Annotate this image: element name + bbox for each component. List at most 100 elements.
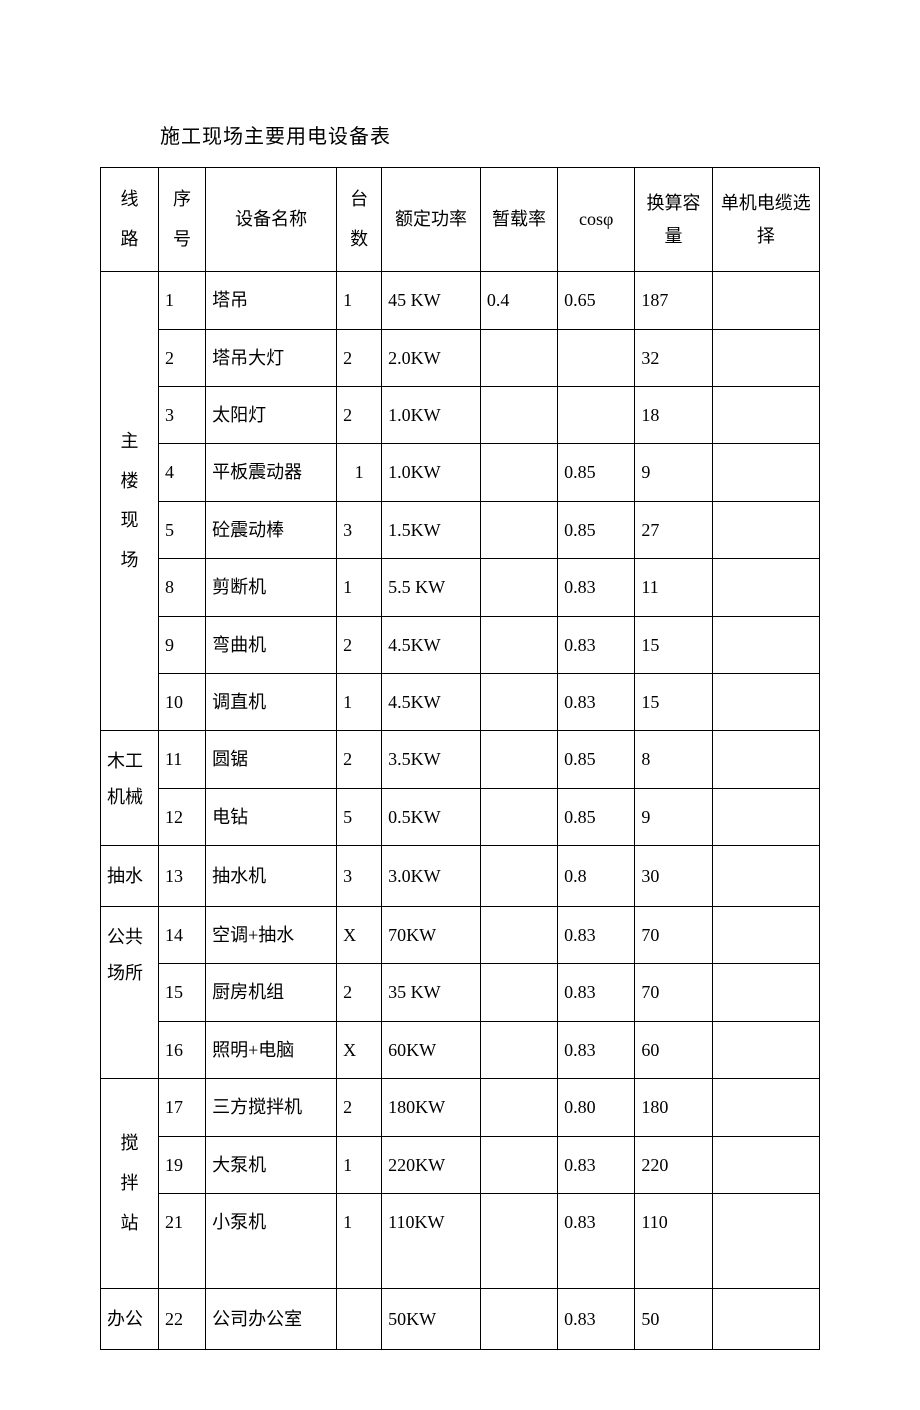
cell-cable	[712, 1079, 819, 1136]
cell-load	[480, 616, 557, 673]
cell-seq: 8	[158, 559, 205, 616]
cell-name: 平板震动器	[206, 444, 337, 501]
header-cap: 换算容量	[635, 168, 712, 272]
table-row: 19大泵机1220KW0.83220	[101, 1136, 820, 1193]
table-row: 8剪断机15.5 KW0.8311	[101, 559, 820, 616]
cell-qty: 1	[337, 559, 382, 616]
cell-cap: 9	[635, 444, 712, 501]
cell-name: 空调+抽水	[206, 907, 337, 964]
table-row: 办公22公司办公室50KW0.8350	[101, 1289, 820, 1350]
cell-qty: 1	[337, 1136, 382, 1193]
cell-load	[480, 907, 557, 964]
cell-cos: 0.83	[558, 559, 635, 616]
cell-power: 0.5KW	[382, 788, 481, 845]
cell-seq: 13	[158, 846, 205, 907]
table-row: 5砼震动棒31.5KW0.8527	[101, 501, 820, 558]
cell-cap: 15	[635, 616, 712, 673]
cell-cap: 27	[635, 501, 712, 558]
table-row: 9弯曲机24.5KW0.8315	[101, 616, 820, 673]
cell-cable	[712, 329, 819, 386]
cell-cap: 110	[635, 1194, 712, 1289]
cell-load	[480, 1194, 557, 1289]
cell-name: 太阳灯	[206, 386, 337, 443]
header-seq: 序号	[158, 168, 205, 272]
cell-cap: 15	[635, 673, 712, 730]
table-header-row: 线路 序号 设备名称 台数 额定功率 暂载率 cosφ 换算容量 单机电缆选择	[101, 168, 820, 272]
cell-cap: 70	[635, 907, 712, 964]
cell-power: 4.5KW	[382, 673, 481, 730]
cell-power: 220KW	[382, 1136, 481, 1193]
cell-name: 调直机	[206, 673, 337, 730]
cell-seq: 9	[158, 616, 205, 673]
cell-cos: 0.83	[558, 1136, 635, 1193]
cell-cable	[712, 1194, 819, 1289]
cell-cos: 0.83	[558, 1194, 635, 1289]
cell-seq: 14	[158, 907, 205, 964]
cell-name: 三方搅拌机	[206, 1079, 337, 1136]
cell-cable	[712, 907, 819, 964]
cell-name: 公司办公室	[206, 1289, 337, 1350]
cell-seq: 16	[158, 1021, 205, 1078]
cell-cable	[712, 673, 819, 730]
route-cell: 办公	[101, 1289, 159, 1350]
cell-seq: 15	[158, 964, 205, 1021]
cell-name: 电钻	[206, 788, 337, 845]
cell-seq: 21	[158, 1194, 205, 1289]
cell-cos: 0.85	[558, 788, 635, 845]
table-row: 4平板震动器11.0KW0.859	[101, 444, 820, 501]
cell-power: 1.0KW	[382, 444, 481, 501]
cell-qty: 2	[337, 1079, 382, 1136]
header-load: 暂载率	[480, 168, 557, 272]
header-cable: 单机电缆选择	[712, 168, 819, 272]
cell-cos: 0.83	[558, 616, 635, 673]
cell-name: 照明+电脑	[206, 1021, 337, 1078]
route-cell: 木工机械	[101, 731, 159, 846]
cell-qty: 2	[337, 731, 382, 788]
cell-seq: 22	[158, 1289, 205, 1350]
cell-power: 1.0KW	[382, 386, 481, 443]
page-title: 施工现场主要用电设备表	[100, 120, 820, 149]
cell-power: 50KW	[382, 1289, 481, 1350]
cell-load	[480, 1021, 557, 1078]
cell-cap: 32	[635, 329, 712, 386]
cell-cos: 0.83	[558, 964, 635, 1021]
cell-power: 3.5KW	[382, 731, 481, 788]
table-row: 15厨房机组235 KW0.8370	[101, 964, 820, 1021]
cell-load	[480, 444, 557, 501]
cell-power: 45 KW	[382, 272, 481, 329]
cell-name: 剪断机	[206, 559, 337, 616]
cell-cos	[558, 386, 635, 443]
cell-power: 2.0KW	[382, 329, 481, 386]
cell-qty: 2	[337, 616, 382, 673]
cell-qty: X	[337, 907, 382, 964]
cell-load	[480, 731, 557, 788]
cell-cap: 9	[635, 788, 712, 845]
cell-cap: 18	[635, 386, 712, 443]
cell-load	[480, 501, 557, 558]
cell-power: 5.5 KW	[382, 559, 481, 616]
cell-seq: 3	[158, 386, 205, 443]
cell-qty: 3	[337, 846, 382, 907]
cell-cable	[712, 1289, 819, 1350]
cell-qty: 1	[337, 673, 382, 730]
cell-cable	[712, 559, 819, 616]
cell-cos: 0.83	[558, 1289, 635, 1350]
cell-load	[480, 673, 557, 730]
cell-cos: 0.8	[558, 846, 635, 907]
cell-cap: 180	[635, 1079, 712, 1136]
cell-qty	[337, 1289, 382, 1350]
header-cos: cosφ	[558, 168, 635, 272]
cell-cos: 0.83	[558, 907, 635, 964]
cell-name: 砼震动棒	[206, 501, 337, 558]
cell-seq: 4	[158, 444, 205, 501]
cell-cos: 0.85	[558, 501, 635, 558]
route-cell: 抽水	[101, 846, 159, 907]
header-power: 额定功率	[382, 168, 481, 272]
route-cell: 公共场所	[101, 907, 159, 1079]
cell-cap: 8	[635, 731, 712, 788]
cell-cable	[712, 846, 819, 907]
equipment-table: 线路 序号 设备名称 台数 额定功率 暂载率 cosφ 换算容量 单机电缆选择 …	[100, 167, 820, 1350]
cell-load: 0.4	[480, 272, 557, 329]
table-row: 公共场所14空调+抽水X70KW0.8370	[101, 907, 820, 964]
cell-cable	[712, 1021, 819, 1078]
